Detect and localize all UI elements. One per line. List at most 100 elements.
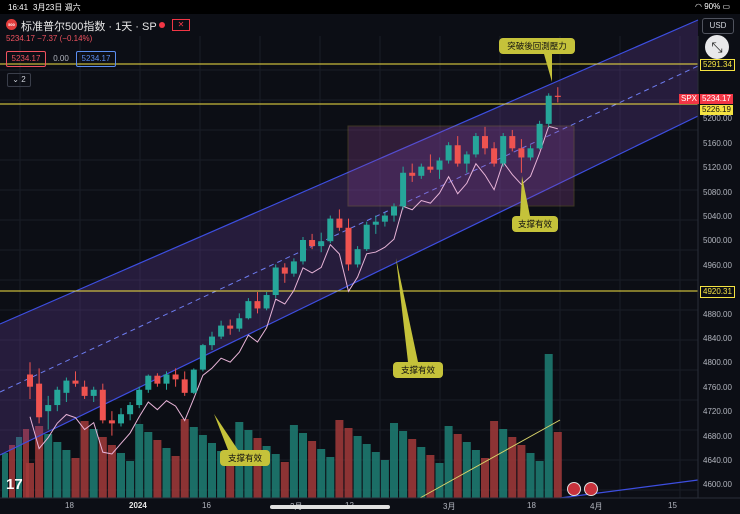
candle [254, 301, 261, 309]
collapse-icon[interactable]: ⤡ [705, 35, 729, 59]
candle [354, 249, 361, 265]
volume-bar [353, 436, 362, 498]
support-annotation[interactable]: 支撑有效 [220, 450, 270, 466]
volume-bar [180, 419, 189, 498]
tradingview-logo[interactable]: 17 [6, 476, 23, 493]
candle [281, 267, 288, 274]
volume-bar [126, 461, 135, 498]
candle [199, 345, 206, 370]
volume-bar [144, 432, 153, 498]
volume-bar [435, 463, 444, 498]
volume-bar [271, 454, 280, 498]
volume-bar [135, 424, 144, 498]
candle [300, 240, 306, 262]
alert-icon[interactable]: ✕ [172, 19, 190, 31]
channel-lower-line [559, 479, 699, 499]
time-label: 2024 [129, 501, 147, 510]
candle [318, 241, 325, 247]
volume-bar [253, 438, 262, 498]
candle [527, 148, 534, 158]
volume-bar [208, 443, 216, 498]
volume-bar [107, 445, 116, 498]
volume-bar [380, 460, 389, 498]
volume-bar [317, 449, 326, 498]
time-label: 3月 [443, 502, 456, 511]
candle [127, 405, 134, 415]
candle [545, 95, 552, 124]
symbol-price-tag: SPX [679, 94, 700, 104]
price-tick: 4960.00 [703, 261, 732, 270]
volume-bar [71, 458, 80, 498]
price-change: 5234.17 −7.37 (−0.14%) [6, 34, 93, 43]
volume-bar [462, 442, 471, 498]
time-label: 18 [527, 501, 536, 510]
volume-bar [53, 442, 62, 498]
volume-bar [371, 452, 380, 498]
indicators-toggle[interactable]: ⌄ 2 [7, 73, 31, 87]
wifi-icon: ◠ [694, 2, 702, 11]
candle [554, 95, 561, 97]
currency-selector[interactable]: USD [702, 18, 734, 34]
candle [391, 206, 397, 216]
home-indicator [270, 505, 390, 509]
symbol-title[interactable]: 标准普尔500指数 · 1天 · SP [21, 21, 157, 33]
volume-bar [408, 439, 417, 498]
candle [500, 136, 507, 164]
volume-bar [517, 445, 526, 498]
support-annotation[interactable]: 支撑有效 [512, 216, 558, 232]
candle [536, 123, 543, 149]
volume-bar [453, 434, 462, 498]
channel-bottom-line [0, 115, 699, 456]
candle [290, 261, 297, 274]
volume-ma-line [419, 419, 561, 499]
volume-bar [326, 457, 335, 498]
earnings-flag-icon[interactable] [567, 482, 581, 496]
candle [436, 160, 443, 170]
breakout-annotation[interactable]: 突破後回測壓力 [499, 38, 575, 54]
support-annotation[interactable]: 支撑有效 [393, 362, 443, 378]
candle [54, 389, 61, 406]
candle [154, 375, 161, 384]
resistance-mid-tag: 5226.19 [700, 105, 733, 115]
volume-bar [526, 453, 535, 498]
volume-bar [117, 453, 125, 498]
annotation-pointer [214, 414, 238, 450]
price-tick: 4760.00 [703, 383, 732, 392]
volume-bar [23, 429, 29, 498]
volume-bar [471, 450, 480, 498]
candle [81, 386, 88, 396]
annotation-pointer [520, 176, 530, 216]
candle [27, 374, 33, 387]
candle [99, 389, 106, 421]
ios-status-bar: 16:41 3月23日 週六 ◠ 90% ▭ [0, 0, 740, 14]
volume-bar [508, 437, 517, 498]
status-date: 3月23日 週六 [33, 3, 81, 12]
candle [418, 166, 425, 176]
price-tick: 5200.00 [703, 114, 732, 123]
price-tick: 4840.00 [703, 334, 732, 343]
last-price-tag: 5234.17 [700, 94, 733, 104]
time-label: 4月 [590, 502, 603, 511]
candle [472, 136, 479, 155]
price-tick: 5000.00 [703, 236, 732, 245]
candle [145, 375, 152, 390]
battery-percent: 90% [704, 2, 721, 11]
chevron-down-icon: ⌄ [12, 75, 19, 84]
price-tick: 5160.00 [703, 139, 732, 148]
market-status-dot [159, 22, 165, 28]
candle [236, 318, 243, 329]
battery-icon: ▭ [722, 2, 730, 11]
volume-bar [35, 426, 44, 498]
earnings-flag-icon[interactable] [584, 482, 598, 496]
sell-button[interactable]: 5234.17 [6, 51, 46, 67]
volume-bar [362, 444, 371, 498]
candle [345, 227, 352, 265]
volume-bar [153, 440, 162, 498]
buy-button[interactable]: 5234.17 [76, 51, 116, 67]
candle [227, 325, 234, 329]
volume-bar [444, 426, 453, 498]
candle [509, 136, 516, 149]
candle [491, 148, 498, 164]
candle [309, 240, 316, 247]
